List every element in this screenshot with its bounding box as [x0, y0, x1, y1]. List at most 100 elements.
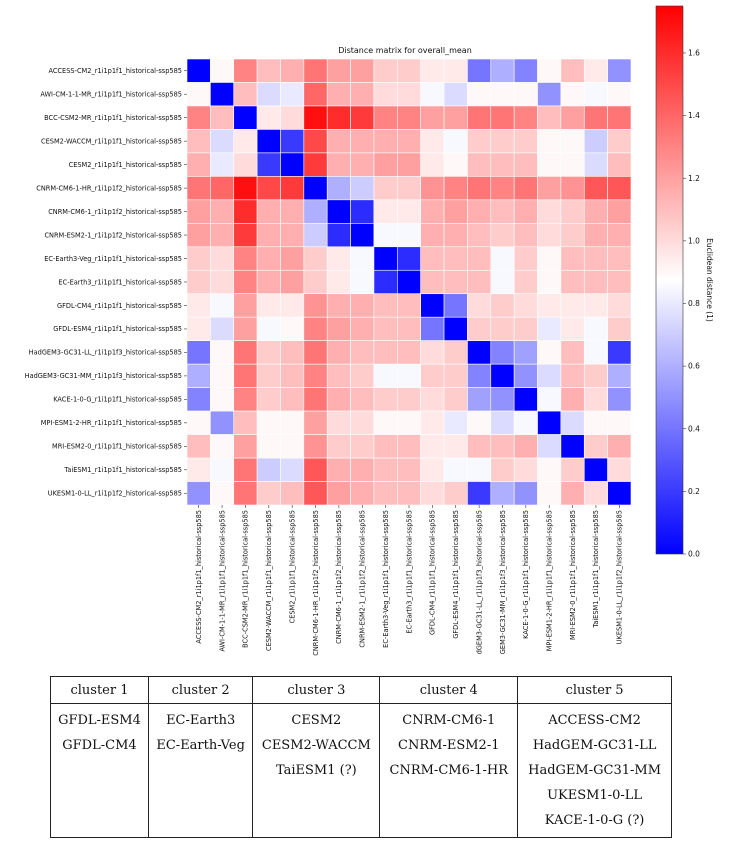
- heatmap-cell: [303, 387, 328, 412]
- cluster-member: CESM2: [291, 713, 342, 728]
- heatmap-cell: [397, 223, 421, 248]
- heatmap-cell: [373, 58, 398, 83]
- heatmap-cell: [280, 410, 305, 435]
- heatmap-cell: [537, 82, 562, 107]
- heatmap-cell: [350, 105, 375, 130]
- heatmap-cell: [443, 457, 468, 482]
- heatmap-cell: [280, 340, 305, 365]
- heatmap-cell: [443, 58, 468, 83]
- heatmap-cell: [373, 223, 398, 248]
- heatmap-cell: [233, 316, 258, 341]
- heatmap-cell: [420, 481, 445, 506]
- heatmap-cell: [280, 82, 305, 107]
- heatmap-cell: [607, 481, 632, 506]
- heatmap-cell: [467, 199, 492, 224]
- heatmap-cell: [233, 363, 258, 388]
- heatmap-cell: [186, 152, 211, 177]
- heatmap-cell: [186, 316, 211, 341]
- heatmap-cell: [583, 129, 608, 154]
- heatmap-cell: [607, 269, 632, 295]
- heatmap-cell: [373, 481, 398, 506]
- heatmap-cell: [303, 105, 328, 130]
- row-label: AWI-CM-1-1-MR_r1i1p1f1_historical-ssp585: [40, 91, 182, 99]
- heatmap-cell: [210, 410, 235, 435]
- cluster-2-members: EC-Earth3 EC-Earth-Veg: [147, 703, 254, 838]
- heatmap-cell: [303, 129, 328, 154]
- heatmap-cell: [186, 293, 211, 318]
- heatmap-cell: [467, 340, 492, 365]
- heatmap-cell: [583, 363, 608, 388]
- heatmap-cell: [326, 105, 351, 130]
- heatmap-cell: [233, 199, 258, 224]
- heatmap-cell: [467, 246, 492, 271]
- heatmap-cell: [467, 129, 492, 154]
- heatmap-cell: [373, 82, 398, 107]
- heatmap-cell: [373, 387, 398, 412]
- heatmap-cell: [607, 293, 632, 318]
- heatmap-cell: [420, 340, 445, 365]
- cluster-member: CNRM-ESM2-1: [398, 738, 500, 753]
- heatmap-cell: [210, 246, 235, 271]
- cluster-member: TaiESM1 (?): [275, 763, 357, 778]
- heatmap-cell: [583, 246, 608, 271]
- colorbar-tick-label: 1.2: [688, 174, 700, 183]
- heatmap-cell: [303, 58, 328, 83]
- heatmap-cell: [186, 246, 211, 271]
- heatmap-cell: [373, 363, 398, 388]
- cluster-member: CNRM-CM6-1-HR: [389, 763, 509, 778]
- heatmap-cell: [513, 246, 538, 271]
- heatmap-cell: [607, 246, 632, 271]
- heatmap-cell: [560, 363, 585, 388]
- heatmap-cell: [537, 105, 562, 130]
- heatmap-cell: [326, 340, 351, 365]
- heatmap-cell: [373, 152, 398, 177]
- row-label: CNRM-CM6-1-HR_r1i1p1f2_historical-ssp585: [36, 184, 182, 192]
- heatmap-cell: [326, 58, 351, 83]
- heatmap-cell: [280, 199, 305, 224]
- heatmap-cell: [537, 387, 562, 412]
- heatmap-cell: [537, 223, 562, 248]
- heatmap-cell: [513, 199, 538, 224]
- heatmap-cell: [467, 223, 492, 248]
- heatmap-cell: [373, 293, 398, 318]
- heatmap-cell: [326, 434, 351, 459]
- heatmap-cell: [280, 457, 305, 482]
- cluster-member: EC-Earth3: [166, 713, 236, 728]
- row-label: CNRM-ESM2-1_r1i1p1f2_historical-ssp585: [44, 231, 182, 239]
- heatmap-cell: [256, 269, 281, 295]
- heatmap-cell: [233, 246, 258, 271]
- heatmap-cell: [420, 246, 445, 271]
- heatmap-cell: [513, 223, 538, 248]
- heatmap-cell: [210, 269, 235, 295]
- heatmap-cell: [420, 457, 445, 482]
- column-label: EC-Earth3_r1i1p1f1_historical-ssp585: [405, 510, 413, 634]
- heatmap-cell: [467, 316, 492, 341]
- heatmap-cell: [210, 105, 235, 130]
- heatmap-cell: [256, 457, 281, 482]
- heatmap-cell: [607, 105, 632, 130]
- heatmap-cell: [210, 223, 235, 248]
- heatmap-cell: [303, 176, 328, 201]
- heatmap-cell: [420, 129, 445, 154]
- column-label: UKESM1-0-LL_r1i1p1f2_historical-ssp585: [616, 510, 624, 644]
- heatmap-cell: [513, 176, 538, 201]
- heatmap-cell: [303, 199, 328, 224]
- heatmap-cell: [490, 410, 515, 435]
- heatmap-cell: [467, 481, 492, 506]
- heatmap-cell: [443, 176, 468, 201]
- heatmap-cell: [420, 82, 445, 107]
- heatmap-cell: [490, 434, 515, 459]
- heatmap-cell: [326, 223, 351, 248]
- heatmap-cell: [397, 410, 421, 435]
- cluster-header: cluster 5: [517, 676, 672, 704]
- cluster-member: EC-Earth-Veg: [156, 738, 245, 753]
- row-label: CESM2_r1i1p1f1_historical-ssp585: [69, 161, 182, 169]
- heatmap-cell: [326, 457, 351, 482]
- heatmap-cell: [467, 363, 492, 388]
- heatmap-cell: [607, 434, 632, 459]
- heatmap-cell: [537, 129, 562, 154]
- heatmap-cell: [397, 58, 421, 83]
- heatmap-cell: [350, 246, 375, 271]
- heatmap-cell: [513, 410, 538, 435]
- heatmap-cell: [303, 82, 328, 107]
